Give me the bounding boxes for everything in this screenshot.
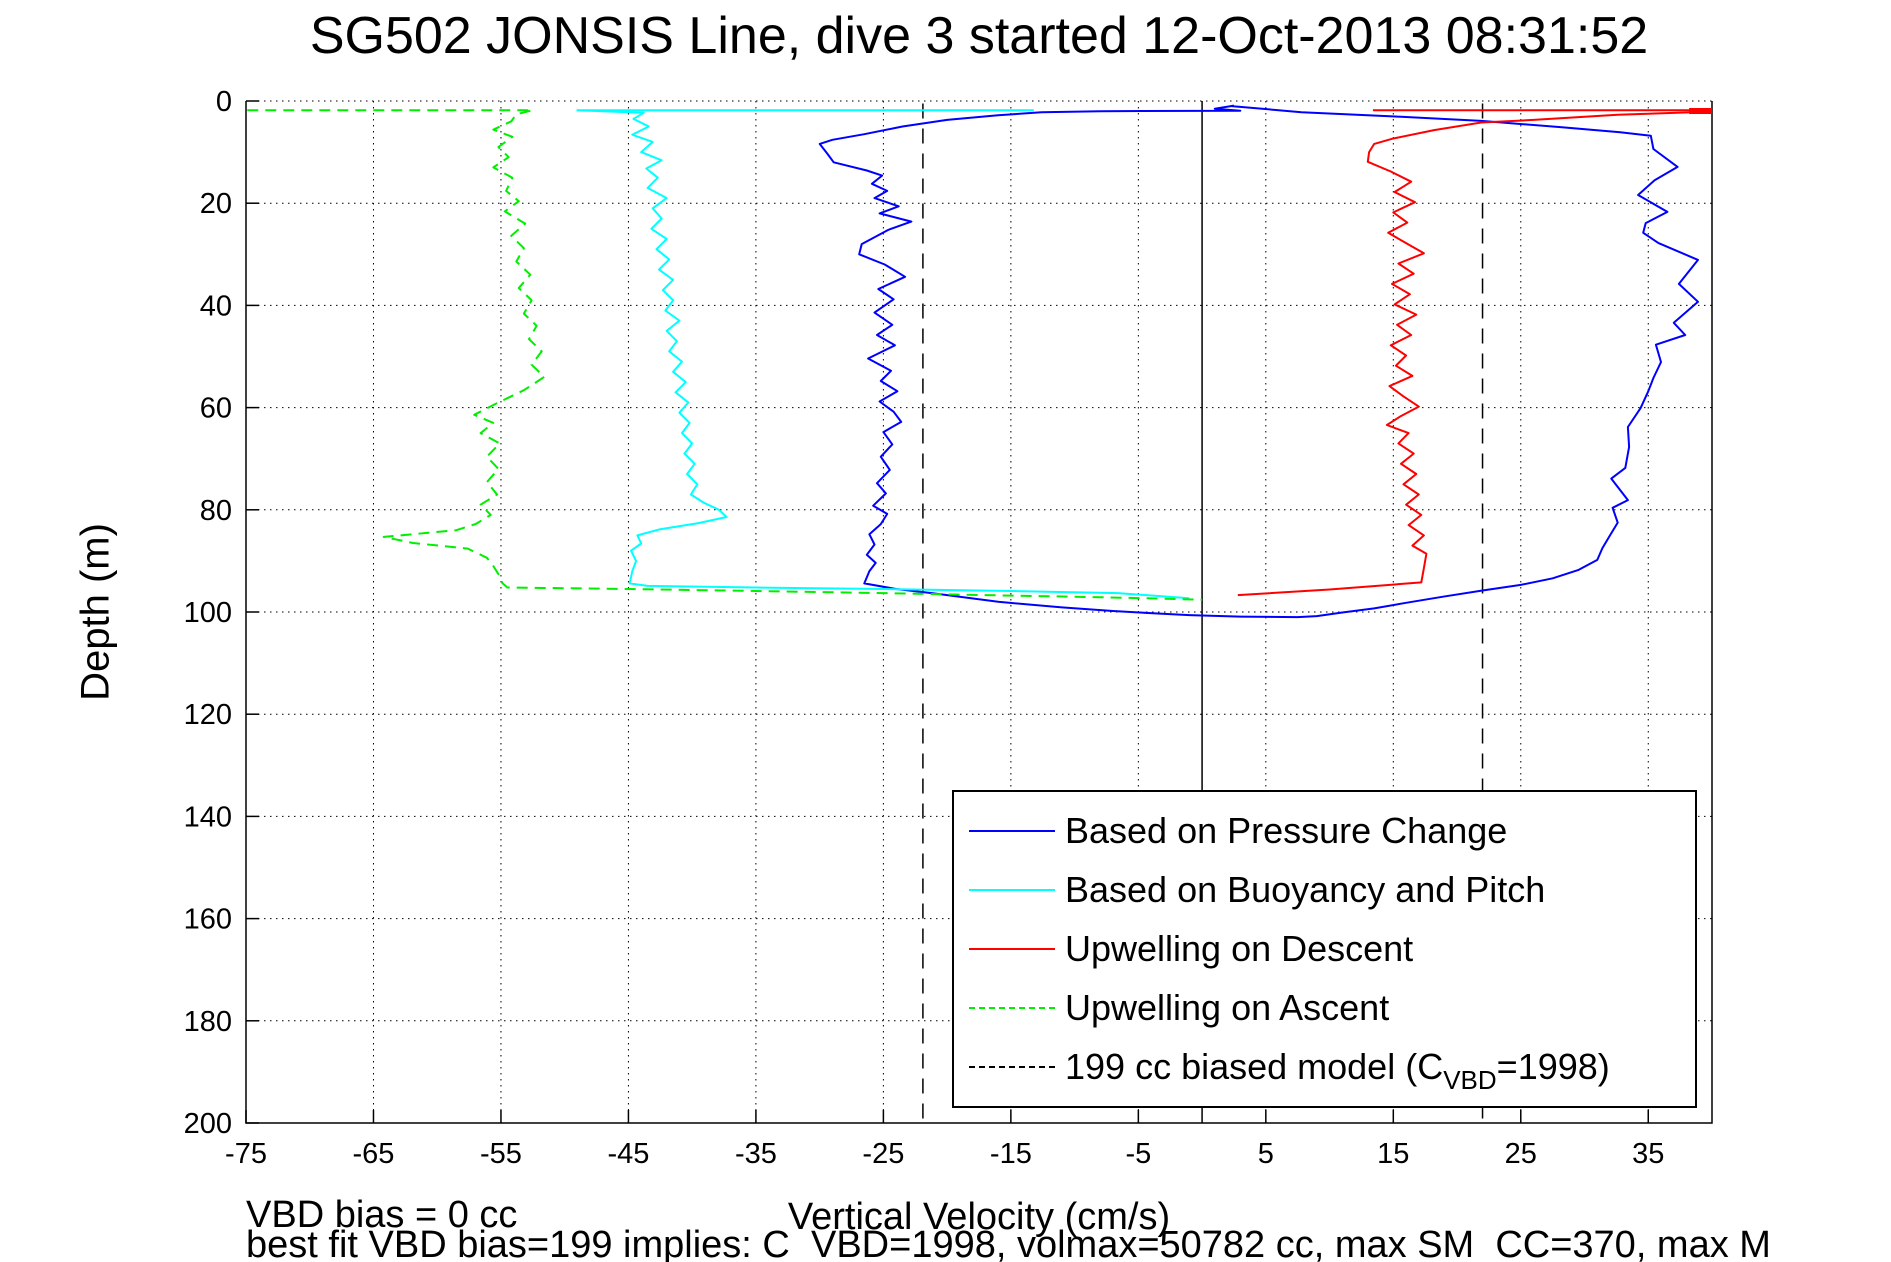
legend-line-sample bbox=[969, 1066, 1055, 1068]
legend-line-sample bbox=[969, 1007, 1055, 1009]
x-tick-label: -65 bbox=[353, 1138, 395, 1170]
legend-label: Upwelling on Descent bbox=[1065, 928, 1414, 969]
figure-title: SG502 JONSIS Line, dive 3 started 12-Oct… bbox=[309, 7, 1649, 65]
series-based-on-buoyancy-and-pitch bbox=[576, 109, 1190, 600]
legend-line-sample bbox=[969, 830, 1055, 832]
y-tick-label: 80 bbox=[200, 495, 232, 527]
axis-ticks: -75 -65 -55 -45 -35 -25 -15 -5 5 15 25 350204060801… bbox=[184, 86, 1665, 1170]
y-tick-label: 180 bbox=[184, 1006, 232, 1038]
annotation-vbd-bias: VBD bias = 0 cc bbox=[246, 1194, 518, 1236]
legend-item: Upwelling on Descent bbox=[954, 920, 1695, 979]
legend-line-sample bbox=[969, 948, 1055, 950]
x-tick-label: -45 bbox=[607, 1138, 649, 1170]
y-tick-label: 200 bbox=[184, 1108, 232, 1140]
annotation-best-fit: best fit VBD bias=199 implies: C_VBD=199… bbox=[246, 1224, 1771, 1262]
series-based-on-pressure-change bbox=[818, 104, 1699, 619]
x-axis-label: Vertical Velocity (cm/s) bbox=[787, 1196, 1171, 1238]
y-tick-label: 60 bbox=[200, 393, 232, 425]
x-tick-label: -75 bbox=[225, 1138, 267, 1170]
legend-label: Based on Buoyancy and Pitch bbox=[1065, 869, 1546, 910]
y-tick-label: 20 bbox=[200, 188, 232, 220]
x-tick-label: -35 bbox=[735, 1138, 777, 1170]
y-tick-label: 120 bbox=[184, 699, 232, 731]
x-tick-label: -15 bbox=[990, 1138, 1032, 1170]
x-tick-label: -25 bbox=[862, 1138, 904, 1170]
legend-item: Upwelling on Ascent bbox=[954, 979, 1695, 1038]
x-tick-label: -55 bbox=[480, 1138, 522, 1170]
y-tick-label: 160 bbox=[184, 904, 232, 936]
legend-item: Based on Buoyancy and Pitch bbox=[954, 861, 1695, 920]
x-tick-label: -5 bbox=[1125, 1138, 1151, 1170]
series-upwelling-on-ascent bbox=[247, 109, 1203, 601]
legend-label: Upwelling on Ascent bbox=[1065, 987, 1390, 1028]
legend-item: 199 cc biased model (CVBD=1998) bbox=[954, 1038, 1695, 1097]
legend: Based on Pressure Change Based on Buoyanc… bbox=[952, 790, 1697, 1108]
x-tick-label: 25 bbox=[1505, 1138, 1537, 1170]
legend-label: 199 cc biased model (CVBD=1998) bbox=[1065, 1046, 1610, 1095]
legend-line-sample bbox=[969, 889, 1055, 891]
y-tick-label: 40 bbox=[200, 290, 232, 322]
y-tick-label: 100 bbox=[184, 597, 232, 629]
x-tick-label: 35 bbox=[1632, 1138, 1664, 1170]
legend-item: Based on Pressure Change bbox=[954, 802, 1695, 861]
y-tick-label: 140 bbox=[184, 801, 232, 833]
y-tick-label: 0 bbox=[216, 86, 232, 118]
x-tick-label: 15 bbox=[1377, 1138, 1409, 1170]
series-upwelling-on-descent bbox=[1237, 111, 1693, 597]
legend-label: Based on Pressure Change bbox=[1065, 810, 1508, 851]
x-tick-label: 5 bbox=[1258, 1138, 1274, 1170]
